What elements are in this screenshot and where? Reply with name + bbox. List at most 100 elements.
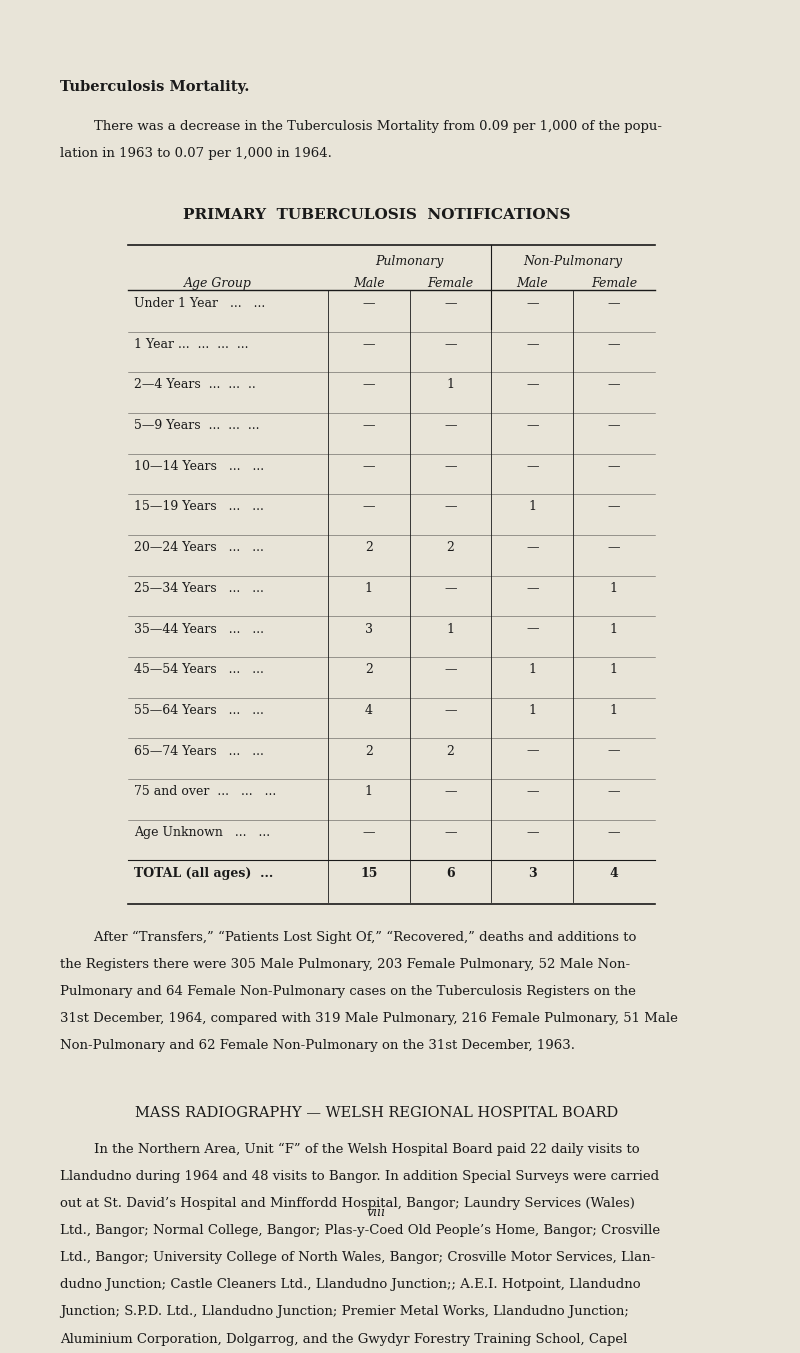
Text: 2: 2 (365, 744, 373, 758)
Text: Non-Pulmonary and 62 Female Non-Pulmonary on the 31st December, 1963.: Non-Pulmonary and 62 Female Non-Pulmonar… (60, 1039, 575, 1053)
Text: —: — (444, 460, 457, 472)
Text: —: — (608, 419, 620, 432)
Text: —: — (444, 663, 457, 676)
Text: —: — (444, 419, 457, 432)
Text: Age Unknown   ...   ...: Age Unknown ... ... (134, 825, 270, 839)
Text: 4: 4 (610, 866, 618, 879)
Text: Pulmonary: Pulmonary (375, 256, 444, 268)
Text: 2: 2 (365, 541, 373, 555)
Text: —: — (526, 541, 538, 555)
Text: Ltd., Bangor; Normal College, Bangor; Plas-y-Coed Old People’s Home, Bangor; Cro: Ltd., Bangor; Normal College, Bangor; Pl… (60, 1224, 660, 1237)
Text: —: — (608, 825, 620, 839)
Text: —: — (362, 501, 375, 514)
Text: 1: 1 (610, 622, 618, 636)
Text: 1: 1 (446, 622, 454, 636)
Text: 31st December, 1964, compared with 319 Male Pulmonary, 216 Female Pulmonary, 51 : 31st December, 1964, compared with 319 M… (60, 1012, 678, 1026)
Text: —: — (526, 460, 538, 472)
Text: Non-Pulmonary: Non-Pulmonary (523, 256, 622, 268)
Text: 1 Year ...  ...  ...  ...: 1 Year ... ... ... ... (134, 338, 249, 350)
Text: —: — (444, 825, 457, 839)
Text: —: — (608, 785, 620, 798)
Text: 1: 1 (610, 663, 618, 676)
Text: 1: 1 (365, 582, 373, 595)
Text: the Registers there were 305 Male Pulmonary, 203 Female Pulmonary, 52 Male Non-: the Registers there were 305 Male Pulmon… (60, 958, 630, 971)
Text: In the Northern Area, Unit “F” of the Welsh Hospital Board paid 22 daily visits : In the Northern Area, Unit “F” of the We… (60, 1143, 640, 1155)
Text: 1: 1 (610, 704, 618, 717)
Text: —: — (526, 744, 538, 758)
Text: 15—19 Years   ...   ...: 15—19 Years ... ... (134, 501, 264, 514)
Text: —: — (362, 825, 375, 839)
Text: —: — (608, 379, 620, 391)
Text: —: — (444, 338, 457, 350)
Text: There was a decrease in the Tuberculosis Mortality from 0.09 per 1,000 of the po: There was a decrease in the Tuberculosis… (60, 119, 662, 133)
Text: 1: 1 (528, 704, 536, 717)
Text: lation in 1963 to 0.07 per 1,000 in 1964.: lation in 1963 to 0.07 per 1,000 in 1964… (60, 146, 332, 160)
Text: 1: 1 (610, 582, 618, 595)
Text: —: — (444, 501, 457, 514)
Text: Under 1 Year   ...   ...: Under 1 Year ... ... (134, 298, 265, 310)
Text: After “Transfers,” “Patients Lost Sight Of,” “Recovered,” deaths and additions t: After “Transfers,” “Patients Lost Sight … (60, 931, 637, 944)
Text: 15: 15 (360, 866, 378, 879)
Text: 1: 1 (365, 785, 373, 798)
Text: out at St. David’s Hospital and Minffordd Hospital, Bangor; Laundry Services (Wa: out at St. David’s Hospital and Minfford… (60, 1197, 635, 1210)
Text: —: — (526, 825, 538, 839)
Text: —: — (608, 744, 620, 758)
Text: 5—9 Years  ...  ...  ...: 5—9 Years ... ... ... (134, 419, 259, 432)
Text: —: — (444, 298, 457, 310)
Text: —: — (444, 785, 457, 798)
Text: —: — (526, 785, 538, 798)
Text: —: — (444, 704, 457, 717)
Text: viii: viii (366, 1206, 386, 1219)
Text: —: — (608, 541, 620, 555)
Text: 1: 1 (528, 663, 536, 676)
Text: 3: 3 (365, 622, 373, 636)
Text: —: — (362, 298, 375, 310)
Text: —: — (608, 298, 620, 310)
Text: 2: 2 (446, 744, 454, 758)
Text: —: — (526, 379, 538, 391)
Text: Male: Male (353, 277, 385, 291)
Text: —: — (444, 582, 457, 595)
Text: 20—24 Years   ...   ...: 20—24 Years ... ... (134, 541, 264, 555)
Text: 2: 2 (365, 663, 373, 676)
Text: Pulmonary and 64 Female Non-Pulmonary cases on the Tuberculosis Registers on the: Pulmonary and 64 Female Non-Pulmonary ca… (60, 985, 636, 999)
Text: Male: Male (517, 277, 548, 291)
Text: —: — (362, 379, 375, 391)
Text: 55—64 Years   ...   ...: 55—64 Years ... ... (134, 704, 264, 717)
Text: TOTAL (all ages)  ...: TOTAL (all ages) ... (134, 866, 273, 879)
Text: 65—74 Years   ...   ...: 65—74 Years ... ... (134, 744, 264, 758)
Text: Female: Female (591, 277, 637, 291)
Text: Ltd., Bangor; University College of North Wales, Bangor; Crosville Motor Service: Ltd., Bangor; University College of Nort… (60, 1252, 655, 1264)
Text: dudno Junction; Castle Cleaners Ltd., Llandudno Junction;; A.E.I. Hotpoint, Llan: dudno Junction; Castle Cleaners Ltd., Ll… (60, 1279, 641, 1291)
Text: 3: 3 (528, 866, 537, 879)
Text: MASS RADIOGRAPHY — WELSH REGIONAL HOSPITAL BOARD: MASS RADIOGRAPHY — WELSH REGIONAL HOSPIT… (134, 1105, 618, 1120)
Text: 2—4 Years  ...  ...  ..: 2—4 Years ... ... .. (134, 379, 256, 391)
Text: 6: 6 (446, 866, 455, 879)
Text: Tuberculosis Mortality.: Tuberculosis Mortality. (60, 80, 250, 95)
Text: —: — (526, 622, 538, 636)
Text: 1: 1 (446, 379, 454, 391)
Text: —: — (362, 460, 375, 472)
Text: 35—44 Years   ...   ...: 35—44 Years ... ... (134, 622, 264, 636)
Text: —: — (526, 582, 538, 595)
Text: —: — (526, 419, 538, 432)
Text: Aluminium Corporation, Dolgarrog, and the Gwydyr Forestry Training School, Capel: Aluminium Corporation, Dolgarrog, and th… (60, 1333, 627, 1345)
Text: PRIMARY  TUBERCULOSIS  NOTIFICATIONS: PRIMARY TUBERCULOSIS NOTIFICATIONS (182, 208, 570, 222)
Text: —: — (526, 298, 538, 310)
Text: —: — (362, 419, 375, 432)
Text: —: — (608, 460, 620, 472)
Text: 4: 4 (365, 704, 373, 717)
Text: Junction; S.P.D. Ltd., Llandudno Junction; Premier Metal Works, Llandudno Juncti: Junction; S.P.D. Ltd., Llandudno Junctio… (60, 1306, 629, 1318)
Text: 75 and over  ...   ...   ...: 75 and over ... ... ... (134, 785, 276, 798)
Text: Age Group: Age Group (184, 277, 252, 291)
Text: Llandudno during 1964 and 48 visits to Bangor. In addition Special Surveys were : Llandudno during 1964 and 48 visits to B… (60, 1170, 659, 1183)
Text: 25—34 Years   ...   ...: 25—34 Years ... ... (134, 582, 264, 595)
Text: —: — (608, 501, 620, 514)
Text: 10—14 Years   ...   ...: 10—14 Years ... ... (134, 460, 264, 472)
Text: —: — (362, 338, 375, 350)
Text: 45—54 Years   ...   ...: 45—54 Years ... ... (134, 663, 264, 676)
Text: 1: 1 (528, 501, 536, 514)
Text: 2: 2 (446, 541, 454, 555)
Text: Female: Female (427, 277, 474, 291)
Text: —: — (526, 338, 538, 350)
